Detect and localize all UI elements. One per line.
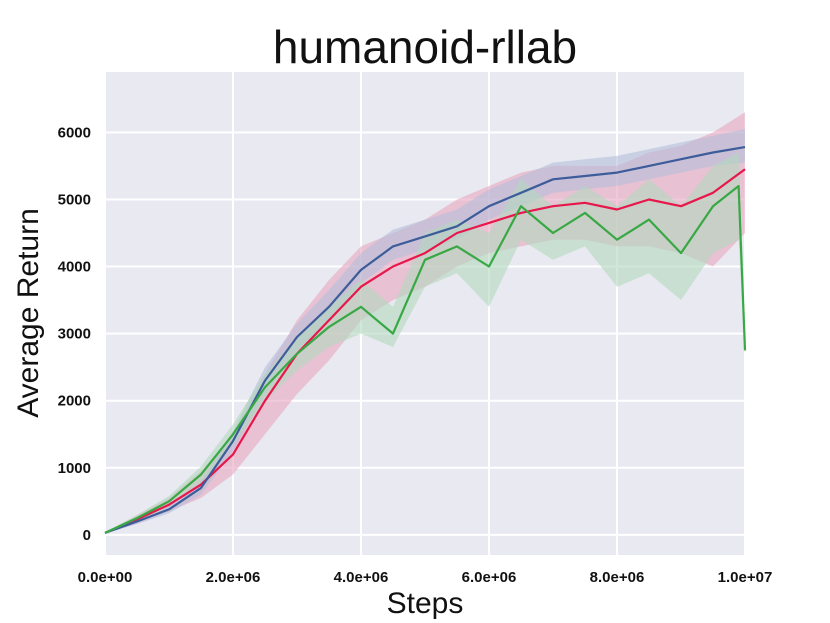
- series-line-0: [104, 168, 746, 534]
- x-tick-labels: 0.0e+00 2.0e+06 4.0e+06 6.0e+06 8.0e+06 1.0e+…: [78, 569, 773, 586]
- x-tick-label: 6.0e+06: [462, 569, 517, 586]
- x-axis-label: Steps: [387, 587, 464, 620]
- y-tick-label: 2000: [58, 393, 91, 410]
- x-tick-label: 2.0e+06: [206, 569, 261, 586]
- series-line-1: [104, 146, 746, 534]
- y-tick-label: 3000: [58, 326, 91, 343]
- series-band-1: [105, 129, 745, 534]
- y-tick-labels: 0 1000 2000 3000 4000 5000 6000: [58, 124, 91, 544]
- y-tick-label: 1000: [58, 460, 91, 477]
- series-line-2: [104, 184, 747, 534]
- y-tick-label: 0: [83, 527, 91, 544]
- chart-title: humanoid-rllab: [273, 21, 577, 73]
- y-axis-label: Average Return: [12, 208, 45, 418]
- y-tick-label: 5000: [58, 191, 91, 208]
- confidence-bands: [105, 112, 745, 534]
- x-tick-label: 1.0e+07: [718, 569, 773, 586]
- y-tick-label: 6000: [58, 124, 91, 141]
- series-lines: [104, 146, 747, 534]
- x-tick-label: 0.0e+00: [78, 569, 133, 586]
- x-tick-label: 8.0e+06: [590, 569, 645, 586]
- y-tick-label: 4000: [58, 259, 91, 276]
- x-tick-label: 4.0e+06: [334, 569, 389, 586]
